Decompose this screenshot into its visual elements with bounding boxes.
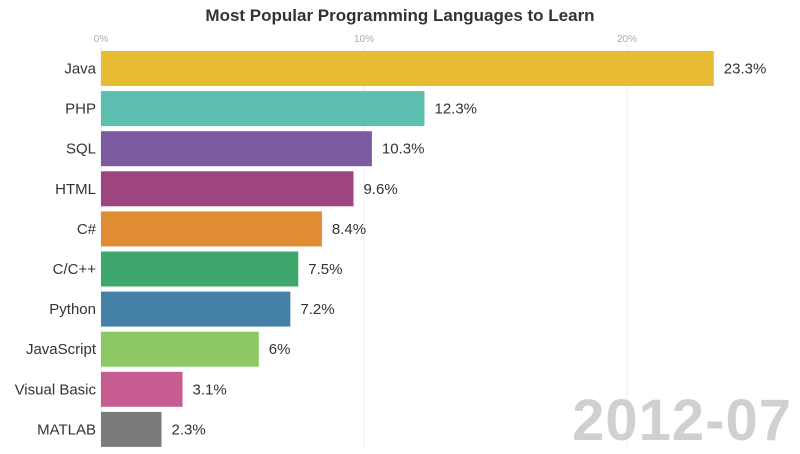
bar-visual-basic (101, 371, 183, 407)
category-label-c: C# (77, 221, 97, 238)
value-label-java: 23.3% (724, 61, 767, 78)
category-label-python: Python (49, 301, 96, 318)
bar-javascript (101, 331, 259, 367)
bar-matlab (101, 411, 162, 447)
bar-php (101, 91, 425, 127)
value-label-html: 9.6% (363, 181, 397, 198)
bar-c (101, 211, 322, 247)
x-tick-label: 0% (94, 34, 109, 45)
category-label-sql: SQL (66, 141, 96, 158)
category-label-visual-basic: Visual Basic (15, 381, 97, 398)
category-label-php: PHP (65, 101, 96, 118)
value-label-c: 8.4% (332, 221, 366, 238)
value-label-php: 12.3% (434, 101, 477, 118)
value-label-matlab: 2.3% (171, 421, 205, 438)
value-label-visual-basic: 3.1% (193, 381, 227, 398)
category-label-html: HTML (55, 181, 96, 198)
value-label-python: 7.2% (300, 301, 334, 318)
bar-python (101, 291, 291, 327)
period-label: 2012-07 (572, 388, 792, 453)
value-label-javascript: 6% (269, 341, 291, 358)
category-label-javascript: JavaScript (26, 341, 97, 358)
x-tick-label: 20% (617, 34, 637, 45)
chart-title: Most Popular Programming Languages to Le… (205, 6, 595, 25)
bar-sql (101, 131, 372, 167)
bar-c-c (101, 251, 299, 287)
category-label-java: Java (64, 61, 96, 78)
category-label-matlab: MATLAB (37, 421, 96, 438)
value-label-c-c: 7.5% (308, 261, 342, 278)
bar-java (101, 51, 714, 86)
bar-html (101, 171, 354, 207)
value-label-sql: 10.3% (382, 141, 425, 158)
x-tick-label: 10% (354, 34, 374, 45)
category-label-c-c: C/C++ (53, 261, 97, 278)
